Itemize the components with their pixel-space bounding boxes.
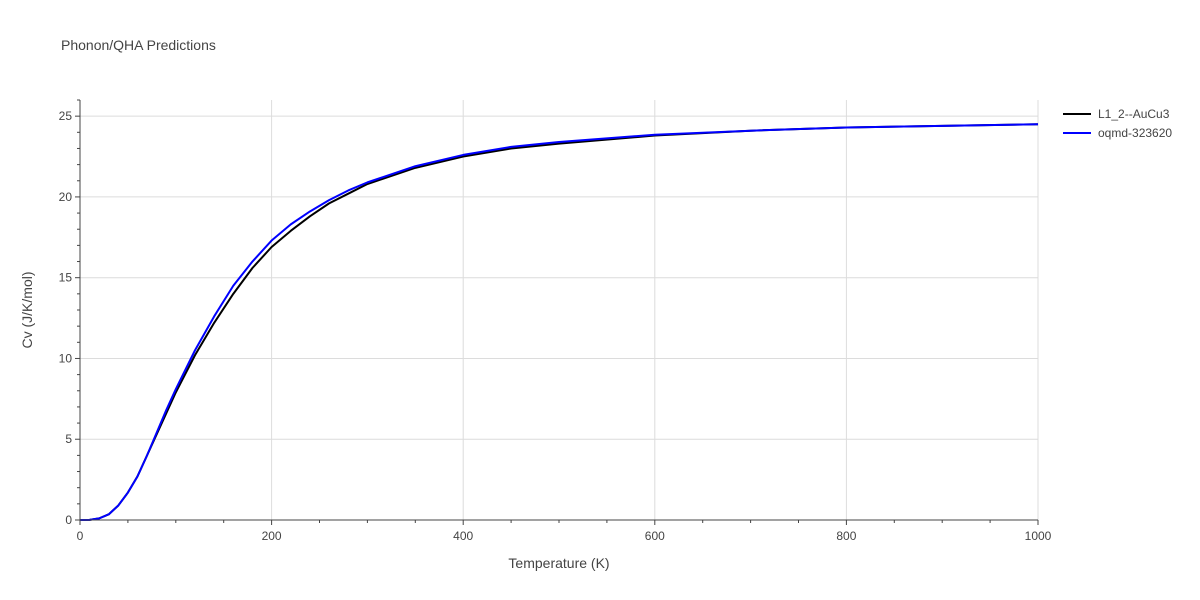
chart-title: Phonon/QHA Predictions bbox=[61, 37, 216, 53]
legend-item-1[interactable]: oqmd-323620 bbox=[1063, 126, 1172, 140]
x-axis-title: Temperature (K) bbox=[508, 555, 609, 571]
y-tick-label: 15 bbox=[59, 271, 73, 285]
x-tick-label: 800 bbox=[836, 529, 856, 543]
x-axis-ticks: 0 200 400 600 800 1000 bbox=[77, 520, 1052, 543]
legend[interactable]: L1_2--AuCu3 oqmd-323620 bbox=[1063, 107, 1172, 140]
y-axis-title: Cv (J/K/mol) bbox=[19, 272, 35, 349]
x-tick-label: 0 bbox=[77, 529, 84, 543]
plot-area bbox=[79, 123, 1039, 521]
y-tick-label: 5 bbox=[65, 432, 72, 446]
legend-label: L1_2--AuCu3 bbox=[1098, 107, 1170, 121]
legend-item-0[interactable]: L1_2--AuCu3 bbox=[1063, 107, 1170, 121]
y-axis-ticks: 0 5 10 15 20 25 bbox=[59, 99, 80, 527]
y-tick-label: 25 bbox=[59, 109, 73, 123]
x-tick-label: 1000 bbox=[1025, 529, 1052, 543]
x-tick-label: 200 bbox=[262, 529, 282, 543]
x-tick-label: 400 bbox=[453, 529, 473, 543]
y-tick-label: 10 bbox=[59, 351, 73, 365]
y-tick-label: 0 bbox=[65, 513, 72, 527]
x-tick-label: 600 bbox=[645, 529, 665, 543]
gridlines bbox=[80, 100, 1039, 520]
y-tick-label: 20 bbox=[59, 190, 73, 204]
series-line-1 bbox=[79, 123, 1039, 521]
legend-label: oqmd-323620 bbox=[1098, 126, 1172, 140]
